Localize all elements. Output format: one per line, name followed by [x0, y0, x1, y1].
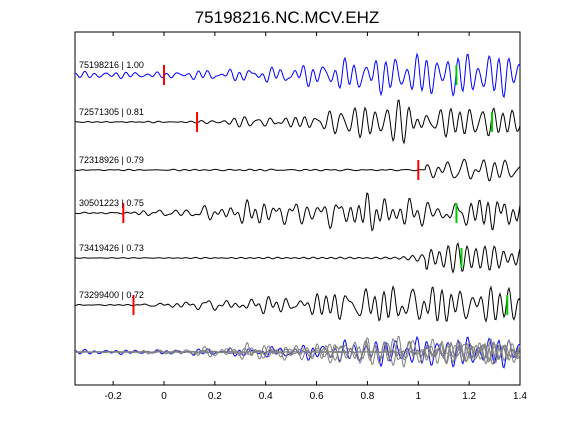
trace-line-73299400 [74, 285, 521, 323]
x-tick-label: 0.2 [208, 391, 222, 402]
x-tick-label: 0 [161, 391, 167, 402]
x-tick-label: -0.2 [105, 391, 123, 402]
traces-layer [74, 52, 521, 369]
picks-layer [122, 65, 509, 315]
x-tick-label: 1 [416, 391, 422, 402]
x-tick-label: 0.6 [310, 391, 324, 402]
chart-title: 75198216.NC.MCV.EHZ [195, 8, 380, 27]
trace-line-73419426 [74, 242, 521, 274]
trace-line-72318926 [74, 158, 521, 182]
trace-line-72571305 [75, 99, 521, 145]
trace-label-30501223: 30501223 | 0.75 [79, 198, 144, 208]
x-axis: -0.2 0 0.2 0.4 0.6 0.8 1 1.2 1.4 [105, 32, 527, 402]
trace-label-72318926: 72318926 | 0.79 [79, 155, 144, 165]
trace-label-72571305: 72571305 | 0.81 [79, 107, 144, 117]
trace-line-30501223 [74, 192, 521, 232]
x-tick-label: 1.2 [462, 391, 476, 402]
trace-label-73299400: 73299400 | 0.72 [79, 290, 144, 300]
trace-line-75198216 [74, 52, 521, 99]
x-tick-label: 0.4 [259, 391, 273, 402]
trace-label-75198216: 75198216 | 1.00 [79, 60, 144, 70]
plot-frame [74, 31, 521, 386]
x-tick-label: 0.8 [360, 391, 374, 402]
x-tick-label: 1.4 [513, 391, 527, 402]
stack-trace-73299400 [74, 337, 521, 365]
labels-layer: 75198216 | 1.00 72571305 | 0.81 72318926 |… [79, 60, 144, 300]
trace-label-73419426: 73419426 | 0.73 [79, 243, 144, 253]
